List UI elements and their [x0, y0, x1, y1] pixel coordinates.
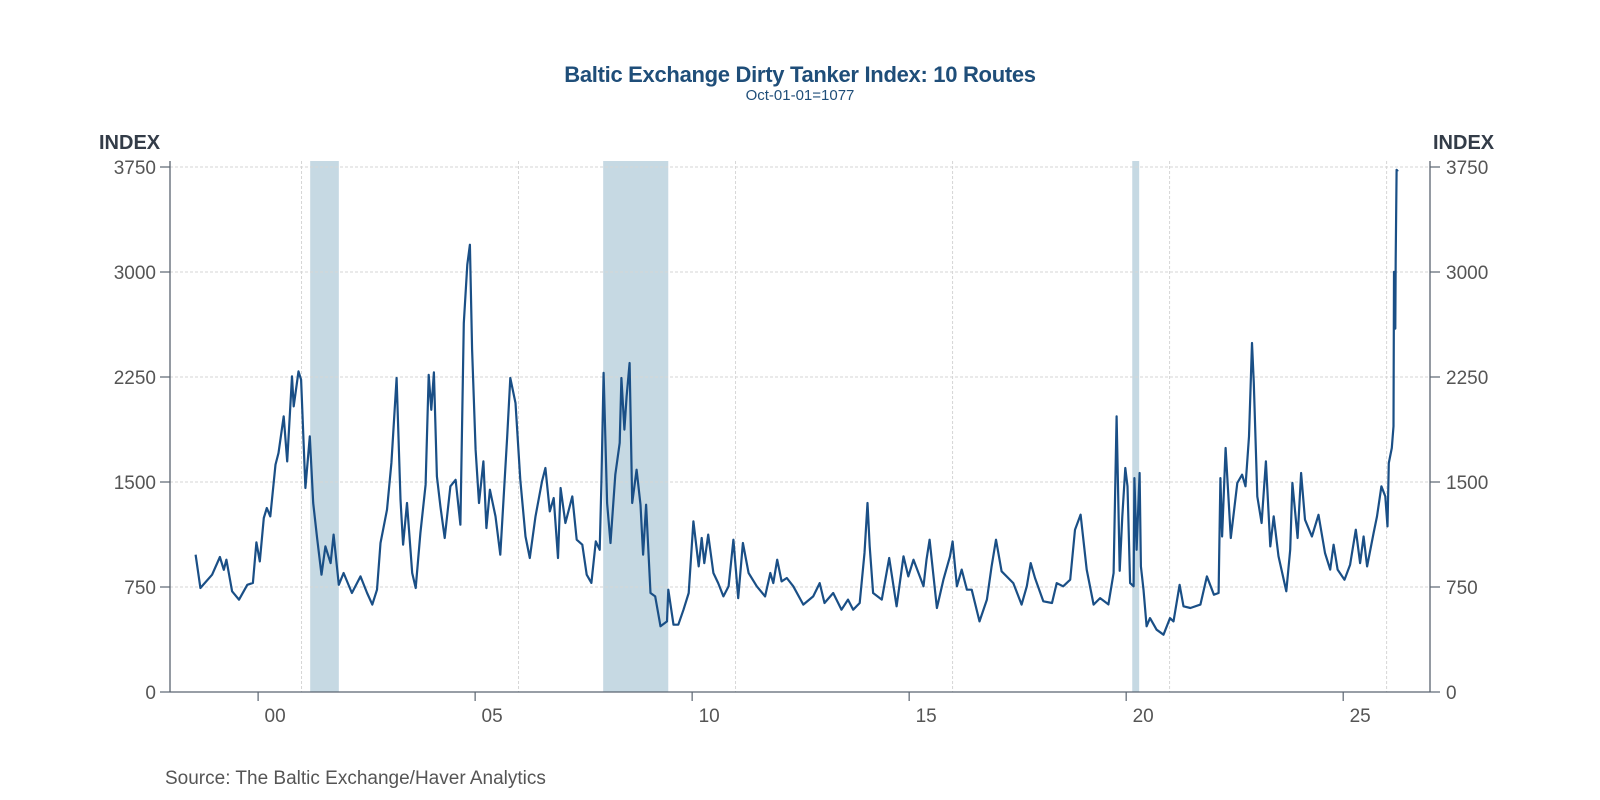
left-y-tick-label: 1500	[114, 473, 156, 494]
left-y-tick-label: 750	[124, 578, 156, 599]
recession-band	[1132, 161, 1140, 692]
right-y-tick-label: 0	[1446, 683, 1457, 704]
x-tick-label: 10	[699, 706, 720, 727]
right-y-tick-label: 1500	[1446, 473, 1488, 494]
x-tick-label: 05	[482, 706, 503, 727]
x-tick-label: 00	[265, 706, 286, 727]
x-tick-label: 20	[1133, 706, 1154, 727]
left-y-tick-label: 0	[145, 683, 156, 704]
right-y-tick-label: 2250	[1446, 368, 1488, 389]
source-note: Source: The Baltic Exchange/Haver Analyt…	[165, 768, 546, 789]
x-tick-label: 25	[1350, 706, 1371, 727]
left-y-tick-label: 2250	[114, 368, 156, 389]
right-y-tick-label: 3750	[1446, 158, 1488, 179]
index-series-line	[194, 168, 1399, 636]
chart-title: Baltic Exchange Dirty Tanker Index: 10 R…	[564, 62, 1036, 87]
left-y-tick-label: 3750	[114, 158, 156, 179]
right-axis-unit-label: INDEX	[1433, 132, 1495, 154]
right-y-tick-label: 3000	[1446, 263, 1488, 284]
recession-band	[310, 161, 339, 692]
chart-subtitle: Oct-01-01=1077	[745, 87, 855, 104]
right-y-tick-label: 750	[1446, 578, 1478, 599]
left-axis-unit-label: INDEX	[99, 132, 161, 154]
left-y-tick-label: 3000	[114, 263, 156, 284]
x-tick-label: 15	[916, 706, 937, 727]
